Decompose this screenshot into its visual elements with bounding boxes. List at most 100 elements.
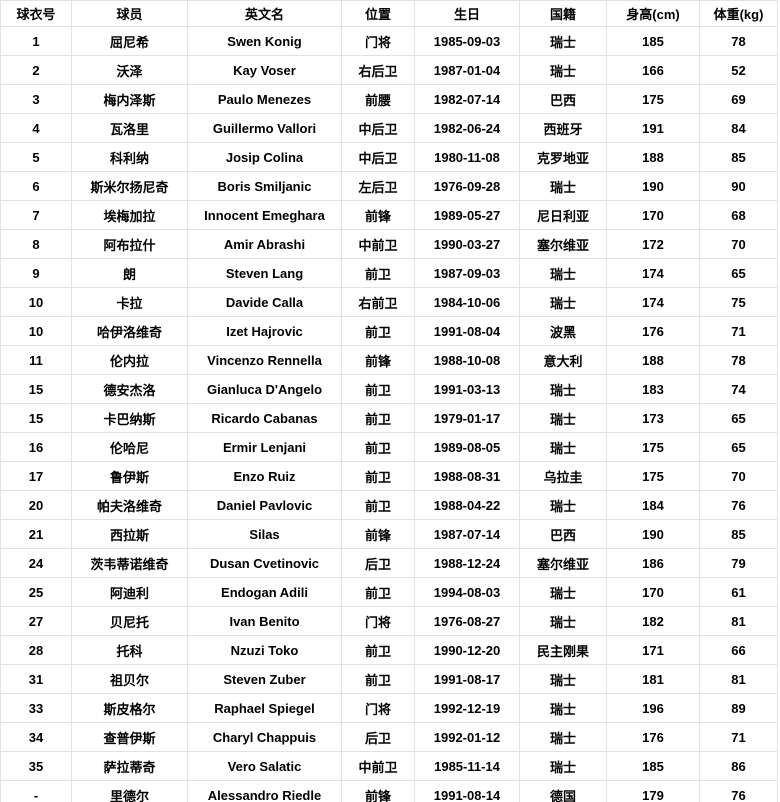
cell-jersey: 6: [0, 171, 72, 201]
cell-jersey: 3: [0, 84, 72, 114]
cell-nationality: 瑞士: [519, 403, 607, 433]
cell-height_cm: 176: [606, 316, 700, 346]
cell-position: 前卫: [341, 258, 415, 288]
cell-player: 鲁伊斯: [71, 461, 188, 491]
table-row: 6 斯米尔扬尼奇 Boris Smiljanic 左后卫 1976-09-28 瑞士 190…: [0, 171, 778, 201]
table-row: 25 阿迪利 Endogan Adili 前卫 1994-08-03 瑞士 170 61: [0, 577, 778, 607]
cell-position: 后卫: [341, 722, 415, 752]
cell-player: 茨韦蒂诺维奇: [71, 548, 188, 578]
cell-position: 前卫: [341, 635, 415, 665]
cell-nationality: 瑞士: [519, 432, 607, 462]
cell-position: 中后卫: [341, 113, 415, 143]
cell-player: 埃梅加拉: [71, 200, 188, 230]
cell-position: 后卫: [341, 548, 415, 578]
cell-birthday: 1991-08-14: [414, 780, 520, 802]
cell-jersey: 5: [0, 142, 72, 172]
cell-height_cm: 196: [606, 693, 700, 723]
cell-height_cm: 166: [606, 55, 700, 85]
cell-jersey: 17: [0, 461, 72, 491]
cell-birthday: 1992-12-19: [414, 693, 520, 723]
cell-position: 中前卫: [341, 229, 415, 259]
cell-name_en: Endogan Adili: [187, 577, 342, 607]
cell-player: 瓦洛里: [71, 113, 188, 143]
table-row: 21 西拉斯 Silas 前锋 1987-07-14 巴西 190 85: [0, 519, 778, 549]
cell-height_cm: 173: [606, 403, 700, 433]
cell-nationality: 西班牙: [519, 113, 607, 143]
cell-position: 门将: [341, 693, 415, 723]
cell-name_en: Davide Calla: [187, 287, 342, 317]
cell-name_en: Ermir Lenjani: [187, 432, 342, 462]
cell-jersey: 15: [0, 403, 72, 433]
cell-nationality: 瑞士: [519, 577, 607, 607]
cell-name_en: Boris Smiljanic: [187, 171, 342, 201]
cell-weight_kg: 69: [699, 84, 778, 114]
cell-nationality: 尼日利亚: [519, 200, 607, 230]
cell-name_en: Vincenzo Rennella: [187, 345, 342, 375]
cell-nationality: 瑞士: [519, 374, 607, 404]
cell-jersey: 27: [0, 606, 72, 636]
cell-jersey: -: [0, 780, 72, 802]
cell-height_cm: 184: [606, 490, 700, 520]
cell-height_cm: 174: [606, 287, 700, 317]
cell-height_cm: 186: [606, 548, 700, 578]
cell-weight_kg: 71: [699, 316, 778, 346]
cell-nationality: 瑞士: [519, 55, 607, 85]
cell-birthday: 1985-09-03: [414, 26, 520, 56]
cell-jersey: 20: [0, 490, 72, 520]
cell-jersey: 35: [0, 751, 72, 781]
cell-nationality: 瑞士: [519, 171, 607, 201]
cell-position: 前锋: [341, 780, 415, 802]
cell-player: 帕夫洛维奇: [71, 490, 188, 520]
cell-birthday: 1980-11-08: [414, 142, 520, 172]
cell-height_cm: 171: [606, 635, 700, 665]
cell-birthday: 1989-08-05: [414, 432, 520, 462]
cell-nationality: 瑞士: [519, 751, 607, 781]
cell-height_cm: 170: [606, 577, 700, 607]
table-row: 7 埃梅加拉 Innocent Emeghara 前锋 1989-05-27 尼日利亚 17…: [0, 200, 778, 230]
cell-position: 右前卫: [341, 287, 415, 317]
cell-birthday: 1982-07-14: [414, 84, 520, 114]
cell-weight_kg: 66: [699, 635, 778, 665]
cell-nationality: 波黑: [519, 316, 607, 346]
cell-name_en: Amir Abrashi: [187, 229, 342, 259]
cell-nationality: 克罗地亚: [519, 142, 607, 172]
table-row: 33 斯皮格尔 Raphael Spiegel 门将 1992-12-19 瑞士 196 89: [0, 693, 778, 723]
cell-position: 前卫: [341, 432, 415, 462]
cell-birthday: 1991-08-04: [414, 316, 520, 346]
cell-name_en: Gianluca D'Angelo: [187, 374, 342, 404]
cell-weight_kg: 52: [699, 55, 778, 85]
table-row: 34 查普伊斯 Charyl Chappuis 后卫 1992-01-12 瑞士 176 71: [0, 722, 778, 752]
cell-height_cm: 191: [606, 113, 700, 143]
cell-jersey: 34: [0, 722, 72, 752]
cell-nationality: 瑞士: [519, 490, 607, 520]
cell-position: 前锋: [341, 519, 415, 549]
column-header-birthday: 生日: [414, 0, 520, 27]
cell-birthday: 1987-07-14: [414, 519, 520, 549]
cell-name_en: Izet Hajrovic: [187, 316, 342, 346]
cell-position: 门将: [341, 606, 415, 636]
cell-weight_kg: 89: [699, 693, 778, 723]
column-header-position: 位置: [341, 0, 415, 27]
cell-birthday: 1988-12-24: [414, 548, 520, 578]
cell-name_en: Steven Lang: [187, 258, 342, 288]
cell-player: 里德尔: [71, 780, 188, 802]
cell-name_en: Dusan Cvetinovic: [187, 548, 342, 578]
cell-birthday: 1987-09-03: [414, 258, 520, 288]
cell-position: 前卫: [341, 664, 415, 694]
cell-player: 梅内泽斯: [71, 84, 188, 114]
table-body: 1 屈尼希 Swen Konig 门将 1985-09-03 瑞士 185 78 2 沃泽 Kay …: [0, 26, 778, 802]
table-row: 5 科利纳 Josip Colina 中后卫 1980-11-08 克罗地亚 188 85: [0, 142, 778, 172]
table-row: 17 鲁伊斯 Enzo Ruiz 前卫 1988-08-31 乌拉圭 175 70: [0, 461, 778, 491]
cell-name_en: Nzuzi Toko: [187, 635, 342, 665]
cell-weight_kg: 76: [699, 490, 778, 520]
cell-birthday: 1994-08-03: [414, 577, 520, 607]
cell-height_cm: 176: [606, 722, 700, 752]
column-header-english-name: 英文名: [187, 0, 342, 27]
cell-player: 哈伊洛维奇: [71, 316, 188, 346]
cell-position: 左后卫: [341, 171, 415, 201]
cell-position: 右后卫: [341, 55, 415, 85]
table-row: 31 祖贝尔 Steven Zuber 前卫 1991-08-17 瑞士 181 81: [0, 664, 778, 694]
cell-position: 前腰: [341, 84, 415, 114]
cell-name_en: Steven Zuber: [187, 664, 342, 694]
cell-player: 伦内拉: [71, 345, 188, 375]
